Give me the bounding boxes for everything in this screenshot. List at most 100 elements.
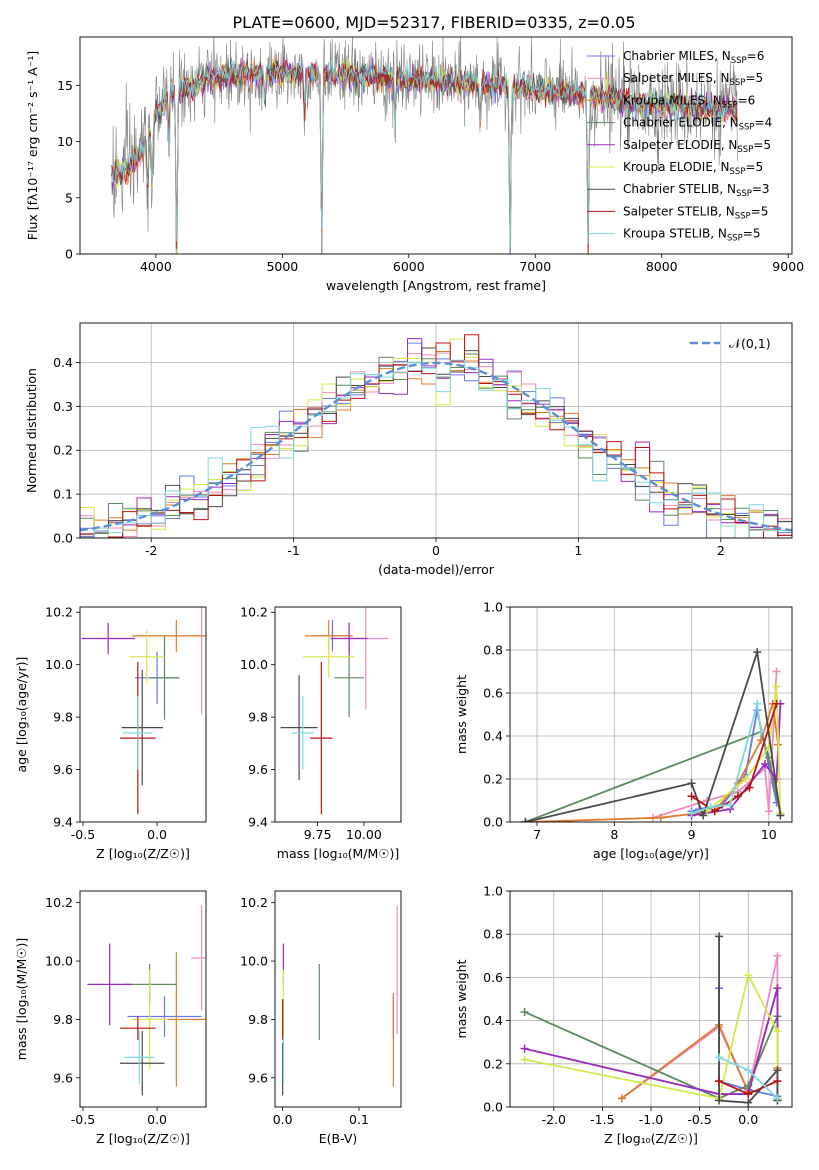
plot-area-mass-vs-metallicity [87, 905, 206, 1096]
x-tick-label: -1.5 [590, 1112, 614, 1127]
x-tick-label: 5000 [266, 259, 298, 274]
y-tick-label: 0.1 [53, 487, 73, 502]
axes-mass-vs-extinction [282, 905, 398, 1096]
legend-label-chabrier-elodie: Chabrier ELODIE, NSSP=4 [623, 116, 772, 133]
x-tick-label: 10.00 [346, 827, 382, 842]
plot-area-mass-weight-vs-age [521, 648, 785, 822]
plot-area-residual-histogram [80, 334, 792, 538]
weight-marker-kroupa-stelib [726, 800, 735, 809]
y-tick-label: 15 [57, 78, 73, 93]
legend-value: =5 [751, 204, 769, 218]
weight-marker-kroupa-stelib [753, 699, 762, 708]
y-tick-label: 9.4 [248, 815, 268, 830]
y-tick-label: 10.2 [45, 605, 73, 620]
y-tick-label: 10.2 [240, 605, 268, 620]
x-tick-label: 0 [432, 543, 440, 558]
legend-value: =3 [752, 182, 770, 196]
x-axis-label: age [log₁₀(age/yr)] [593, 846, 709, 861]
y-tick-label: 9.8 [53, 710, 73, 725]
weight-marker-salpeter-elodie [760, 759, 769, 768]
axes-frame [509, 890, 793, 1108]
y-tick-label: 0.2 [483, 772, 503, 787]
y-tick-label: 0.4 [483, 1013, 503, 1028]
axes-frame [79, 890, 207, 1108]
weight-marker-salpeter-miles [773, 951, 782, 960]
x-axis-label: Z [log₁₀(Z/Z☉)] [96, 846, 190, 861]
x-axis-label: E(B-V) [319, 1131, 358, 1146]
weight-marker-chabrier-stelib [687, 779, 696, 788]
y-axis-label: mass [log₁₀(M/M☉)] [14, 938, 29, 1060]
legend-value: =5 [743, 227, 761, 241]
axes-age-vs-metallicity [81, 607, 206, 815]
legend-label-kroupa-stelib: Kroupa STELIB, NSSP=5 [623, 227, 761, 244]
y-tick-label: 10.0 [240, 657, 268, 672]
weight-marker-kroupa-stelib [744, 1066, 753, 1075]
x-tick-label: -0.5 [71, 827, 95, 842]
legend-subscript: SSP [722, 100, 738, 110]
weight-marker-salpeter-stelib [744, 1090, 753, 1099]
weight-marker-chabrier-stelib [715, 932, 724, 941]
y-tick-label: 9.8 [53, 1012, 73, 1027]
x-tick-label: -0.5 [71, 1112, 95, 1127]
y-tick-label: 9.6 [248, 762, 268, 777]
weight-marker-kroupa-miles [656, 813, 665, 822]
y-tick-label: 0.4 [53, 355, 73, 370]
legend-label-chabrier-stelib: Chabrier STELIB, NSSP=3 [623, 182, 770, 199]
y-tick-label: 0.2 [483, 1056, 503, 1071]
legend-subscript: SSP [730, 78, 746, 88]
weight-marker-salpeter-stelib [772, 699, 781, 708]
weight-marker-chabrier-stelib [715, 1096, 724, 1105]
x-tick-label: 0.0 [738, 1112, 758, 1127]
plot-area-age-vs-mass [280, 607, 389, 815]
y-tick-label: 9.8 [248, 1012, 268, 1027]
x-axis-label: Z [log₁₀(Z/Z☉)] [96, 1131, 190, 1146]
legend-subscript: SSP [727, 234, 743, 244]
weight-marker-chabrier-stelib [773, 1066, 782, 1075]
weight-marker-kroupa-stelib [757, 727, 766, 736]
legend-subscript: SSP [735, 211, 751, 221]
axes-residual-histogram [80, 323, 792, 539]
legend-subscript: SSP [736, 189, 752, 199]
legend-value: =6 [747, 49, 765, 63]
y-tick-label: 0.0 [483, 1100, 503, 1115]
legend-label-chabrier-miles: Chabrier MILES, NSSP=6 [623, 49, 764, 66]
y-tick-label: 0.6 [483, 686, 503, 701]
y-axis-label: age [log₁₀(age/yr)] [14, 657, 29, 773]
plot-area-mass-weight-vs-metallicity [520, 932, 782, 1107]
weight-marker-salpeter-elodie [773, 984, 782, 993]
plot-area-age-vs-metallicity [81, 607, 206, 815]
legend-value: =5 [745, 71, 763, 85]
x-axis-label: Z [log₁₀(Z/Z☉)] [604, 1131, 698, 1146]
x-tick-label: -2.0 [542, 1112, 566, 1127]
x-tick-label: 0.1 [349, 1112, 369, 1127]
x-tick-label: 9000 [772, 259, 804, 274]
y-tick-label: 10.0 [45, 954, 73, 969]
weight-marker-kroupa-stelib [773, 1094, 782, 1103]
legend-label-salpeter-stelib: Salpeter STELIB, NSSP=5 [623, 204, 768, 221]
axes-frame [79, 606, 207, 823]
weight-marker-kroupa-stelib [715, 1053, 724, 1062]
legend-value: =4 [755, 116, 773, 130]
x-tick-label: -2 [145, 543, 157, 558]
axes-frame-mass-vs-metallicity: -0.5 0.0 9.6 9.8 10.0 10.2 Z [log₁₀(Z/Z☉)] mass… [14, 890, 207, 1146]
x-tick-label: 9 [688, 827, 696, 842]
weight-marker-salpeter-stelib [687, 792, 696, 801]
legend-subscript: SSP [731, 56, 747, 66]
y-tick-label: 0.4 [483, 729, 503, 744]
weight-marker-salpeter-stelib [715, 1077, 724, 1086]
model-line-kroupa-stelib [111, 59, 738, 253]
legend-label-kroupa-elodie: Kroupa ELODIE, NSSP=5 [623, 160, 763, 177]
plot-area-mass-vs-extinction [282, 905, 398, 1096]
legend-subscript: SSP [737, 145, 753, 155]
histogram-step-kroupa-stelib [80, 359, 792, 538]
axes-frame-age-vs-mass: 9.75 10.00 9.4 9.6 9.8 10.0 10.2 mass [log₁₀(M/… [240, 605, 402, 861]
x-tick-label: 2 [717, 543, 725, 558]
weight-marker-salpeter-stelib [745, 783, 754, 792]
weight-marker-chabrier-stelib [776, 811, 785, 820]
plot-area-spectrum [111, 37, 738, 254]
y-tick-label: 5 [65, 190, 73, 205]
axes-frame-age-vs-metallicity: -0.5 0.0 9.4 9.6 9.8 10.0 10.2 Z [log₁₀(Z/Z☉)] a… [14, 605, 207, 861]
x-tick-label: -1.0 [639, 1112, 663, 1127]
y-tick-label: 9.4 [53, 815, 73, 830]
